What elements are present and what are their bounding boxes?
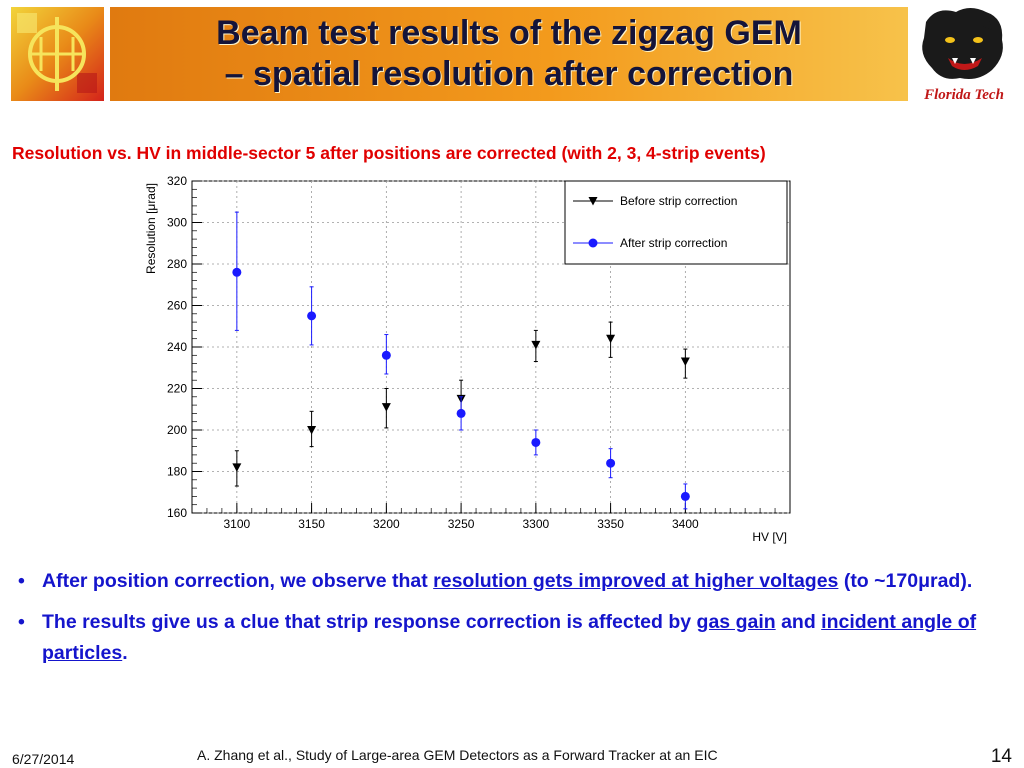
y-tick-label: 280 — [167, 257, 187, 271]
data-point-before — [531, 340, 541, 350]
logo-text: Florida Tech — [923, 87, 1004, 103]
x-tick-label: 3200 — [373, 517, 400, 531]
footer-date: 6/27/2014 — [12, 751, 75, 767]
title-banner: Beam test results of the zigzag GEM – sp… — [110, 7, 908, 101]
bullet-2-emphasis-gas-gain: gas gain — [696, 611, 776, 633]
bullet-dot-icon: • — [18, 570, 25, 592]
y-tick-label: 220 — [167, 382, 187, 396]
x-tick-label: 3350 — [597, 517, 624, 531]
bullet-2-emphasis-angle: incident angle of particles — [42, 611, 977, 664]
bullet-2-text-a: The results give us a clue that strip re… — [42, 611, 697, 633]
x-axis-label: HV [V] — [752, 530, 787, 544]
panther-mascot-logo-icon: Florida Tech — [912, 4, 1016, 104]
x-tick-label: 3250 — [448, 517, 475, 531]
page-title: Beam test results of the zigzag GEM – sp… — [110, 13, 908, 95]
data-point-after — [456, 408, 466, 418]
bullet-dot-icon: • — [18, 611, 25, 633]
bullet-1-text-a: After position correction, we observe th… — [42, 570, 434, 592]
y-tick-label: 180 — [167, 465, 187, 479]
y-tick-label: 200 — [167, 423, 187, 437]
data-point-after — [606, 458, 616, 468]
bullet-item-1: • After position correction, we observe … — [18, 566, 1008, 597]
bullet-item-2: • The results give us a clue that strip … — [18, 607, 1008, 669]
bullet-2-text-b: and — [775, 611, 822, 633]
y-tick-label: 300 — [167, 216, 187, 230]
legend-label: Before strip correction — [620, 194, 737, 208]
y-tick-label: 240 — [167, 340, 187, 354]
legend-label: After strip correction — [620, 236, 727, 250]
y-tick-label: 320 — [167, 174, 187, 188]
y-axis-label: Resolution [μrad] — [144, 183, 158, 274]
title-line-2: – spatial resolution after correction — [224, 55, 794, 93]
legend-marker-before — [588, 197, 598, 206]
data-point-after — [307, 311, 317, 321]
x-tick-label: 3400 — [672, 517, 699, 531]
footer-citation: A. Zhang et al., Study of Large-area GEM… — [197, 747, 718, 763]
chart-subtitle: Resolution vs. HV in middle-sector 5 aft… — [12, 143, 766, 163]
data-point-before — [232, 463, 242, 472]
y-tick-label: 260 — [167, 299, 187, 313]
y-tick-label: 160 — [167, 506, 187, 520]
bullet-list: • After position correction, we observe … — [18, 566, 1008, 679]
data-point-before — [680, 357, 690, 367]
bullet-1-text-b: (to ~170μrad). — [838, 570, 973, 592]
title-line-1: Beam test results of the zigzag GEM — [216, 14, 802, 52]
legend-box — [564, 180, 788, 265]
data-point-after — [531, 437, 541, 447]
x-tick-label: 3100 — [223, 517, 250, 531]
gem-detector-logo-icon — [11, 7, 104, 101]
page-number: 14 — [990, 746, 1012, 767]
x-tick-label: 3150 — [298, 517, 325, 531]
data-point-after — [232, 267, 242, 277]
data-point-after — [680, 491, 690, 501]
bullet-2-text-c: . — [122, 642, 128, 664]
plot-frame — [191, 180, 791, 514]
data-point-before — [307, 426, 317, 435]
bullet-1-emphasis: resolution gets improved at higher volta… — [433, 570, 839, 592]
data-point-after — [381, 350, 391, 360]
data-point-before — [606, 334, 616, 344]
data-point-before — [381, 403, 391, 412]
data-point-before — [456, 394, 466, 404]
x-tick-label: 3300 — [522, 517, 549, 531]
legend-marker-after — [588, 238, 598, 248]
